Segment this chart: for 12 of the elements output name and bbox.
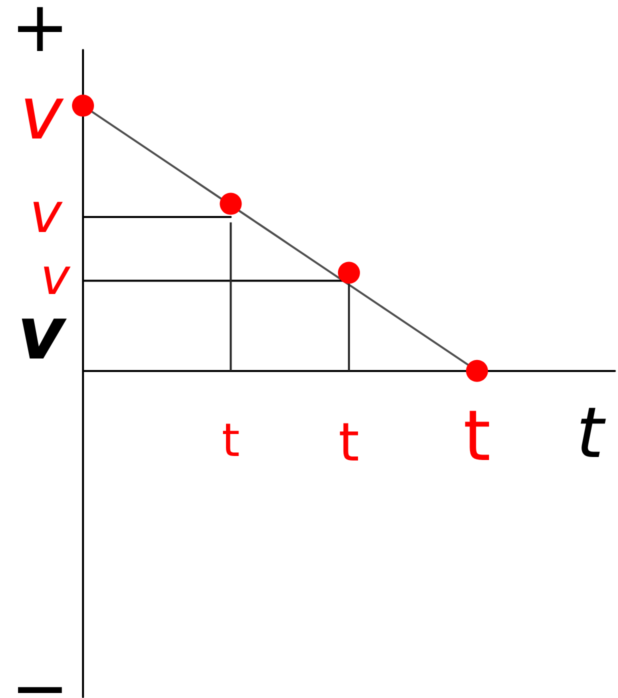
point	[72, 94, 94, 117]
text: +	[10, 0, 70, 68]
point	[466, 360, 488, 382]
text: v	[29, 181, 64, 245]
text: −	[10, 647, 70, 698]
x-tick-label: t	[338, 412, 360, 474]
point	[338, 262, 360, 284]
x-tick-label: t	[222, 412, 240, 467]
x-tick-label: t	[463, 394, 491, 477]
text: v	[20, 72, 65, 156]
point	[220, 192, 242, 215]
text: v	[40, 248, 72, 306]
